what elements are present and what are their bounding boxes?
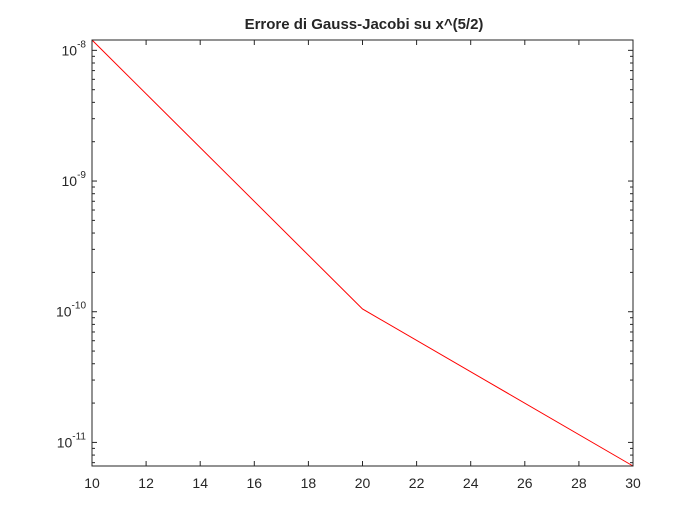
y-tick-label: 10-11 [57, 431, 87, 450]
chart-title: Errore di Gauss-Jacobi su x^(5/2) [245, 16, 484, 33]
x-tick-label: 18 [301, 475, 317, 491]
x-tick-label: 22 [409, 475, 425, 491]
y-tick-label: 10-9 [62, 170, 87, 189]
y-tick-exponent: -8 [77, 39, 86, 50]
x-tick-label: 12 [138, 475, 154, 491]
x-tick-label: 20 [355, 475, 371, 491]
x-tick-label: 24 [463, 475, 479, 491]
series-layer [91, 39, 634, 467]
y-tick-label: 10-10 [56, 301, 86, 320]
axes-box [91, 39, 634, 467]
y-tick-base: 10 [56, 304, 72, 320]
x-tick-label: 28 [571, 475, 587, 491]
y-tick-exponent: -11 [72, 431, 86, 442]
series-line-0 [91, 39, 634, 467]
x-tick-labels: 10 12 14 16 18 20 22 24 26 28 30 [84, 475, 641, 491]
x-tick-label: 10 [84, 475, 100, 491]
y-tick-base: 10 [57, 434, 73, 450]
x-tick-label: 26 [517, 475, 533, 491]
x-tick-label: 16 [247, 475, 263, 491]
x-tick-label: 14 [192, 475, 208, 491]
y-tick-exponent: -9 [77, 170, 86, 181]
x-tick-label: 30 [625, 475, 641, 491]
y-tick-base: 10 [62, 173, 78, 189]
plot-area [92, 40, 633, 466]
y-tick-label: 10-8 [62, 39, 87, 58]
y-tick-base: 10 [62, 42, 78, 58]
y-tick-exponent: -10 [72, 301, 87, 312]
